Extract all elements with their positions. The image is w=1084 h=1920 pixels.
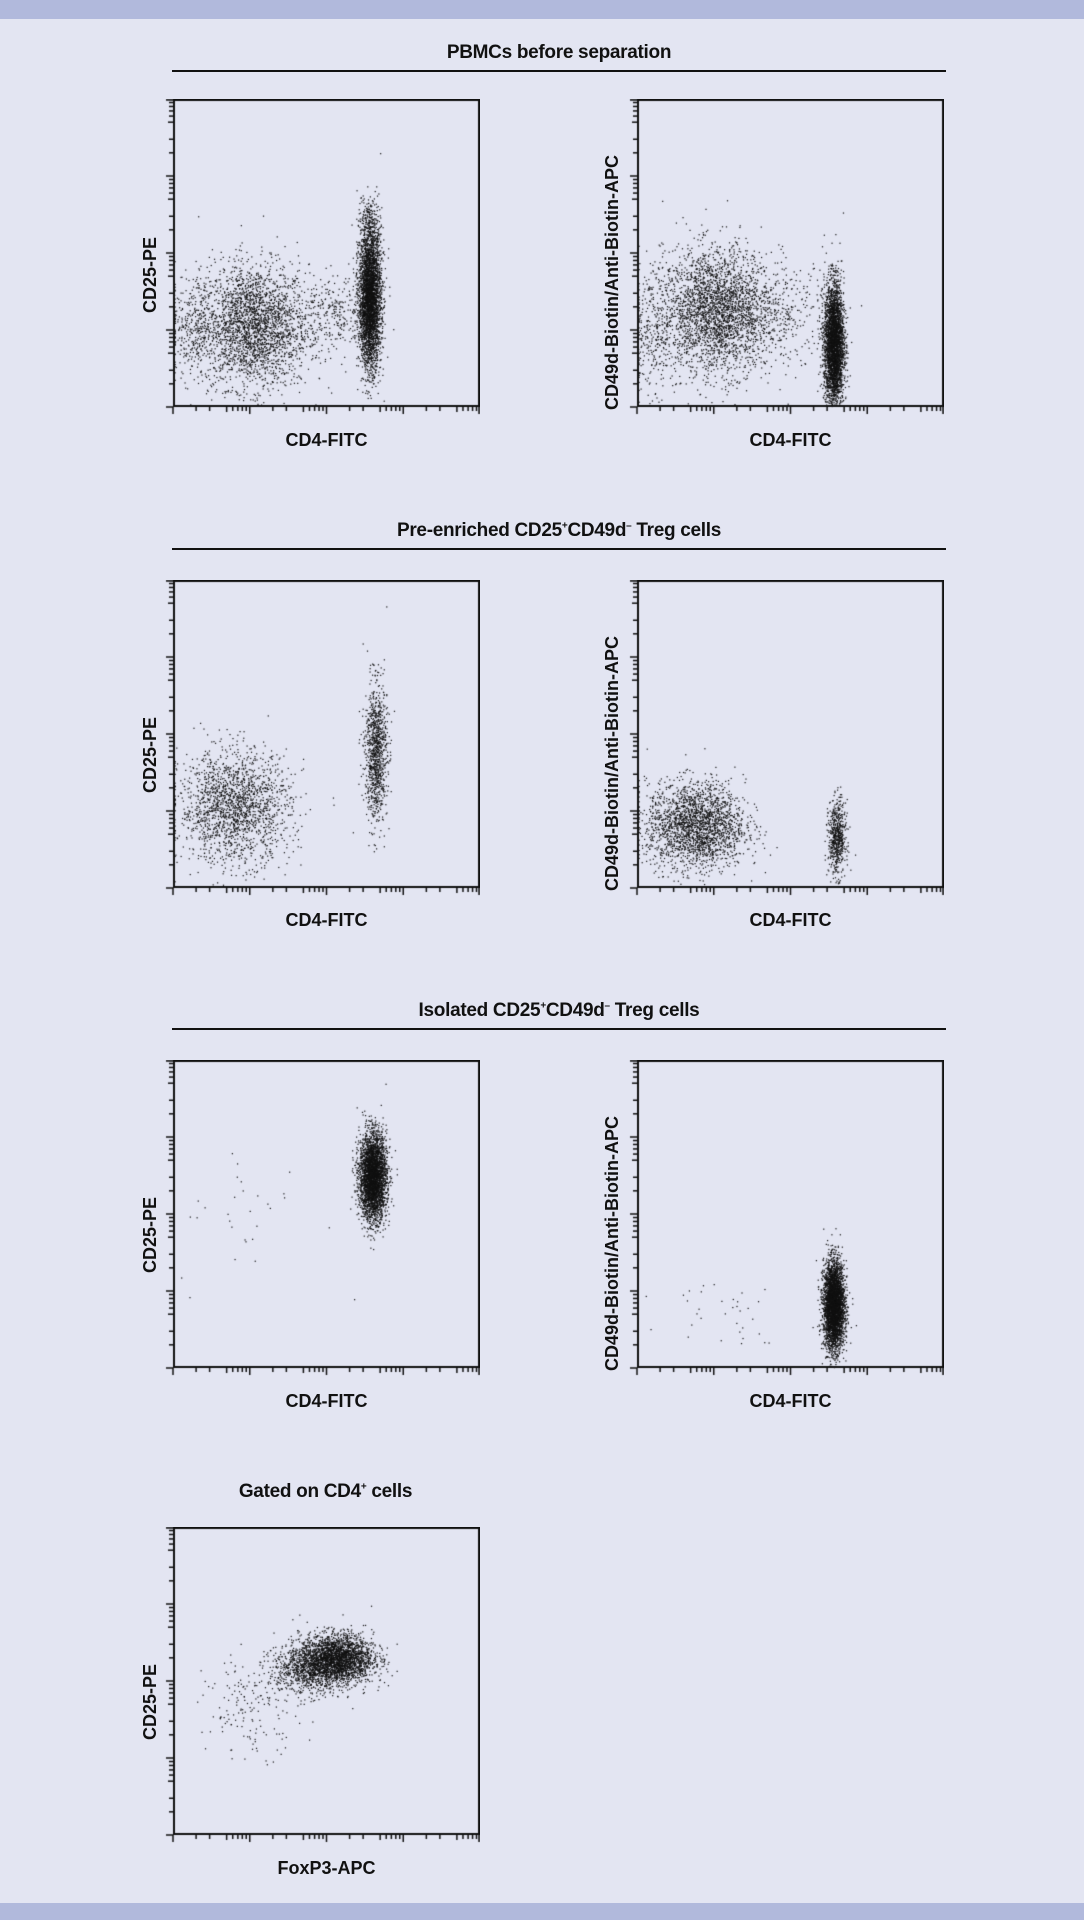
scatter-plot-cd49d-vs-cd4-pre-enriched bbox=[625, 580, 944, 900]
bottom-band bbox=[0, 1903, 1084, 1920]
y-axis-label: CD25-PE bbox=[140, 1196, 160, 1273]
section-title-isolated: Isolated CD25+CD49d– Treg cells bbox=[418, 1000, 700, 1021]
x-axis-label: CD4-FITC bbox=[749, 1391, 832, 1411]
section-rule bbox=[172, 70, 946, 72]
top-band bbox=[0, 0, 1084, 19]
y-axis-label: CD49d-Biotin/Anti-Biotin-APC bbox=[602, 155, 622, 410]
scatter-plot-cd49d-vs-cd4-pbmc bbox=[625, 99, 944, 419]
y-axis-label: CD25-PE bbox=[140, 236, 160, 313]
x-axis-label: CD4-FITC bbox=[749, 910, 832, 930]
section-title-pbmcs: PBMCs before separation bbox=[446, 42, 672, 63]
scatter-plot-cd25-vs-cd4-isolated bbox=[161, 1060, 480, 1380]
x-axis-label: CD4-FITC bbox=[285, 910, 368, 930]
x-axis-label: CD4-FITC bbox=[749, 430, 832, 450]
scatter-plot-cd49d-vs-cd4-isolated bbox=[625, 1060, 944, 1380]
x-axis-label: CD4-FITC bbox=[285, 1391, 368, 1411]
y-axis-label: CD25-PE bbox=[140, 716, 160, 793]
section-rule bbox=[172, 1028, 946, 1030]
scatter-plot-cd25-vs-foxp3 bbox=[161, 1527, 480, 1847]
y-axis-label: CD49d-Biotin/Anti-Biotin-APC bbox=[602, 1116, 622, 1371]
section-title-gated: Gated on CD4+ cells bbox=[238, 1481, 413, 1502]
y-axis-label: CD49d-Biotin/Anti-Biotin-APC bbox=[602, 636, 622, 891]
section-rule bbox=[172, 548, 946, 550]
x-axis-label: FoxP3-APC bbox=[277, 1858, 376, 1878]
x-axis-label: CD4-FITC bbox=[285, 430, 368, 450]
scatter-plot-cd25-vs-cd4-pbmc bbox=[161, 99, 480, 419]
y-axis-label: CD25-PE bbox=[140, 1663, 160, 1740]
scatter-plot-cd25-vs-cd4-pre-enriched bbox=[161, 580, 480, 900]
section-title-pre-enriched: Pre-enriched CD25+CD49d– Treg cells bbox=[396, 520, 722, 541]
